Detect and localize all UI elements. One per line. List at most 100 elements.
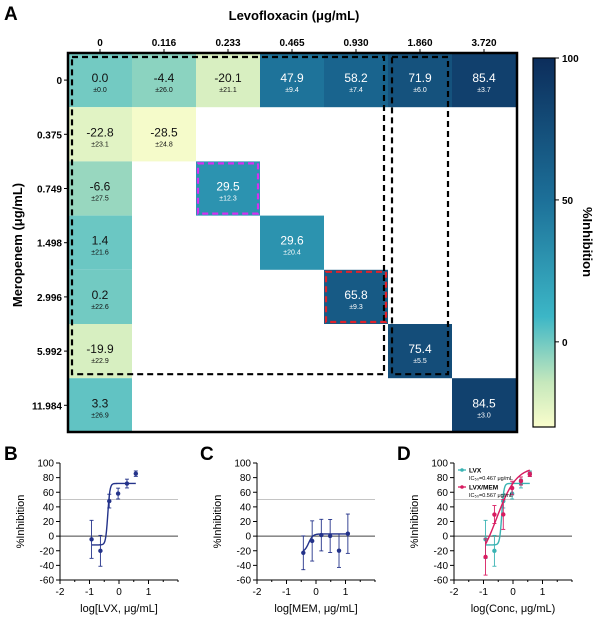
heatmap-cell	[68, 378, 132, 433]
x-tick-label: -2	[450, 587, 459, 598]
heatmap-cell-value: -22.8	[86, 125, 114, 139]
heatmap-cell	[196, 161, 260, 216]
fit-curve	[484, 469, 531, 545]
y-tick-label: 60	[240, 488, 252, 499]
heatmap-cell-sd: ±6.0	[413, 87, 427, 94]
heatmap-y-tick: 1.498	[37, 239, 62, 250]
heatmap-cell	[68, 107, 132, 162]
x-axis-title: log(Conc, μg/mL)	[471, 603, 556, 615]
y-tick-label: -40	[40, 561, 55, 572]
heatmap-y-ticks: 0 0.375 0.749 1.498 2.996 5.992 11.984	[32, 76, 68, 412]
heatmap-cell-sd: ±22.9	[91, 358, 109, 365]
y-tick-label: -60	[237, 576, 252, 587]
x-tick-label: -2	[56, 587, 65, 598]
data-point	[492, 548, 497, 554]
colorbar-ticks: 100 50 0	[555, 54, 579, 349]
heatmap-cell-value: -6.6	[90, 180, 111, 194]
heatmap-x-tick: 1.860	[407, 38, 432, 49]
heatmap-cell-sd: ±22.6	[91, 304, 109, 311]
panel-b-letter: B	[4, 444, 18, 465]
y-tick-label: 100	[37, 459, 54, 470]
data-point	[509, 485, 515, 491]
heatmap-cell	[132, 53, 196, 108]
heatmap-y-tick: 0.375	[37, 130, 62, 141]
heatmap-highlight-box	[390, 55, 450, 376]
heatmap-cell-sd: ±26.0	[155, 87, 173, 94]
legend-swatch-point	[460, 468, 464, 472]
heatmap-highlight-box	[196, 162, 260, 215]
heatmap-cell-value: 0.0	[92, 71, 109, 85]
heatmap-cell-value: -19.9	[86, 342, 114, 356]
y-tick-label: -20	[237, 546, 252, 557]
y-tick-label: -20	[40, 546, 55, 557]
heatmap-frame	[66, 51, 519, 434]
heatmap-cell-sd: ±27.5	[91, 196, 109, 203]
data-point	[107, 498, 112, 504]
y-axis-title: %Inhibition	[15, 495, 27, 549]
data-point	[98, 548, 103, 554]
heatmap-highlights	[70, 55, 450, 376]
x-tick-label: -1	[479, 587, 488, 598]
y-tick-label: 80	[240, 473, 252, 484]
heatmap-cells: 0.0 ±0.0 -4.4 ±26.0 -20.1 ±21.1 47.9 ±9.4 58.2 ±7…	[68, 53, 516, 433]
x-tick-label: 0	[116, 587, 122, 598]
heatmap-cell-sd: ±7.4	[349, 87, 363, 94]
heatmap-x-tick: 0.116	[152, 38, 177, 49]
x-tick-label: 1	[343, 587, 349, 598]
y-tick-label: -20	[434, 546, 449, 557]
heatmap-x-tick: 0	[97, 38, 103, 49]
heatmap-cell	[68, 215, 132, 270]
heatmap-y-tick: 5.992	[37, 347, 62, 358]
heatmap-cell-sd: ±9.3	[349, 304, 363, 311]
heatmap-y-title: Meropenem (μg/mL)	[10, 183, 25, 307]
x-tick-label: 0	[313, 587, 319, 598]
x-axis-title: log[MEM, μg/mL]	[274, 603, 357, 615]
heatmap-cell	[68, 53, 132, 108]
heatmap-panel: Levofloxacin (μg/mL) Meropenem (μg/mL) 0…	[10, 8, 519, 434]
heatmap-cell-value: 84.5	[472, 396, 496, 410]
heatmap-y-tick: 0	[56, 76, 62, 87]
y-tick-label: 40	[43, 502, 55, 513]
heatmap-cell	[68, 161, 132, 216]
heatmap-x-tick: 3.720	[471, 38, 496, 49]
heatmap-cell-value: -4.4	[154, 71, 175, 85]
heatmap-cell	[68, 324, 132, 379]
legend-series-name: LVX/MEM	[469, 485, 498, 492]
heatmap-cell-value: 29.5	[216, 180, 240, 194]
data-point	[89, 537, 94, 542]
legend-swatch-point	[460, 485, 464, 489]
heatmap-y-tick: 2.996	[37, 293, 62, 304]
heatmap-cell-value: 65.8	[344, 288, 368, 302]
heatmap-cell	[196, 53, 260, 108]
x-tick-label: 1	[540, 587, 546, 598]
data-point	[345, 531, 351, 536]
heatmap-x-tick: 0.233	[215, 38, 240, 49]
heatmap-cell	[388, 53, 452, 108]
panel-d-plot: -60 -40 -20 0 20 40 60 80 100 -2 -1 0 1 log(Conc, μg/…	[409, 459, 573, 615]
heatmap-cell	[452, 378, 516, 433]
heatmap-cell-value: 58.2	[344, 71, 368, 85]
data-point	[133, 471, 139, 476]
heatmap-cell-sd: ±26.9	[91, 412, 109, 419]
y-tick-label: 0	[245, 532, 251, 543]
heatmap-x-tick: 0.930	[343, 38, 368, 49]
heatmap-cell-value: 1.4	[92, 234, 109, 248]
heatmap-cell	[260, 53, 324, 108]
y-tick-label: 40	[240, 502, 252, 513]
heatmap-y-tick: 0.749	[37, 185, 62, 196]
x-tick-label: 0	[510, 587, 516, 598]
legend-series-name: LVX	[469, 468, 482, 475]
y-tick-label: 20	[437, 517, 449, 528]
data-point	[527, 472, 533, 477]
heatmap-x-title: Levofloxacin (μg/mL)	[229, 8, 360, 23]
data-point	[319, 532, 324, 538]
y-tick-label: 60	[43, 488, 55, 499]
heatmap-cell-sd: ±20.4	[283, 250, 301, 257]
y-tick-label: 80	[43, 473, 55, 484]
heatmap-cell	[324, 53, 388, 108]
data-point	[501, 512, 506, 517]
legend-ic50: IC₅₀=0.567 μg/mL	[469, 493, 513, 499]
data-point	[115, 491, 121, 496]
x-tick-label: -1	[85, 587, 94, 598]
